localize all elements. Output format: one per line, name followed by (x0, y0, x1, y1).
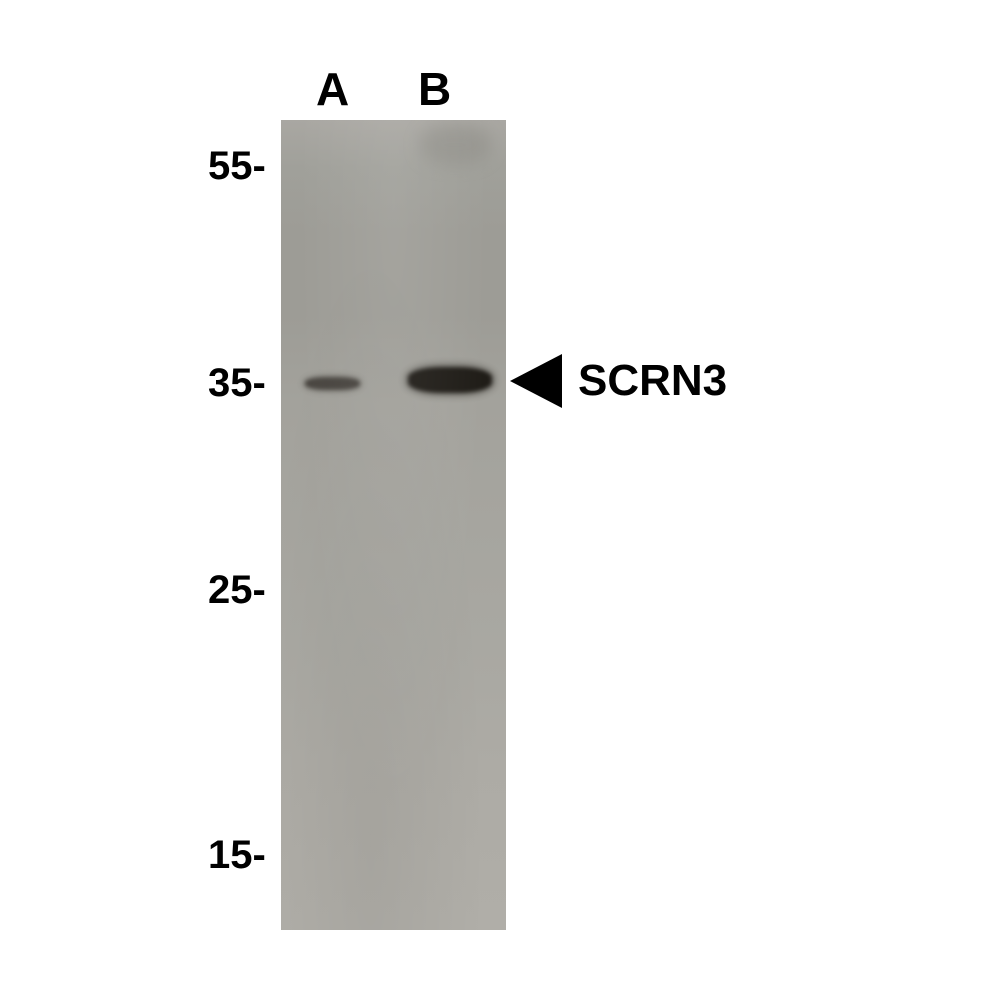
lane-label-a: A (316, 62, 349, 116)
band-lane-b-35kda (408, 367, 492, 393)
blot-smudge (420, 125, 490, 165)
mw-label-25: 25- (208, 568, 266, 613)
protein-arrowhead (510, 354, 562, 408)
blot-background (281, 120, 506, 930)
protein-label: SCRN3 (578, 356, 727, 406)
lane-label-b: B (418, 62, 451, 116)
band-lane-a-35kda (305, 377, 360, 390)
mw-label-15: 15- (208, 833, 266, 878)
mw-label-35: 35- (208, 361, 266, 406)
mw-label-55: 55- (208, 144, 266, 189)
western-blot-figure: A B 55- 35- 25- 15- SCRN3 (0, 0, 1000, 1000)
blot-membrane (281, 120, 506, 930)
